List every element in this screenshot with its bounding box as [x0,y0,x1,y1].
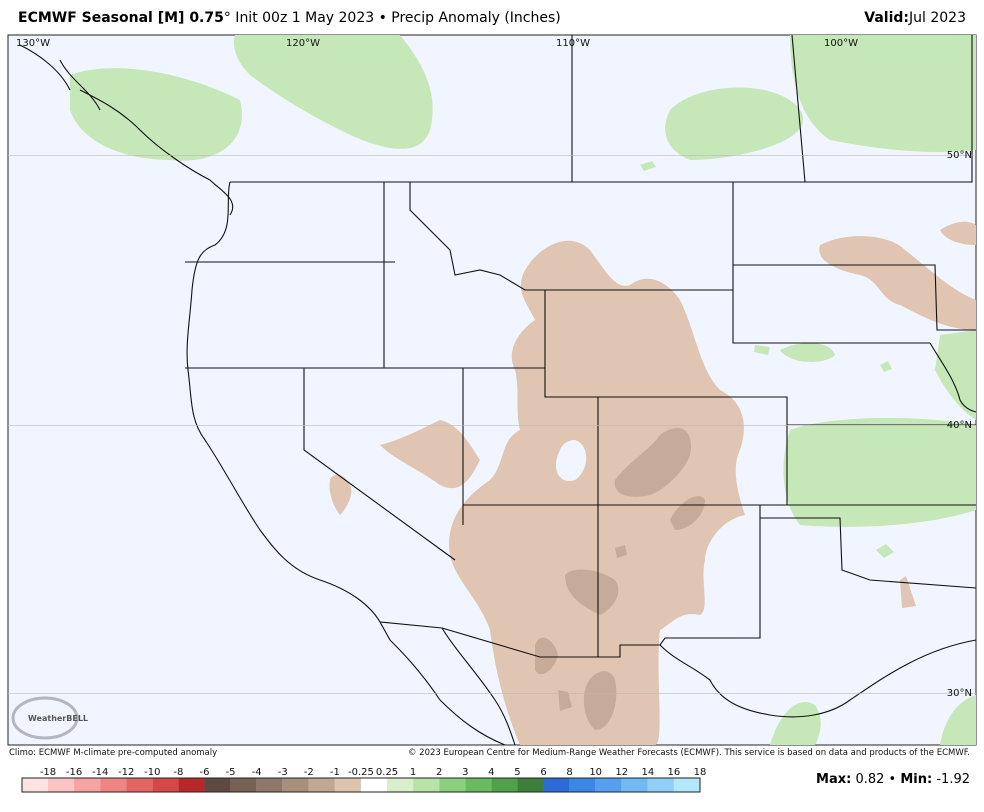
colorbar-label: -18 [40,767,56,778]
colorbar-swatch [100,778,127,792]
colorbar-swatch [517,778,544,792]
lat-label: 50°N [947,150,972,161]
axis-labels: 130°W 120°W 110°W 100°W 50°N 40°N 30°N [16,38,972,699]
colorbar-label: 8 [566,767,572,778]
colorbar-swatch [178,778,205,792]
lat-label: 40°N [947,420,972,431]
max-min: Max: 0.82 • Min: -1.92 [816,772,970,787]
colorbar-label: -5 [226,767,236,778]
lon-label: 130°W [16,38,50,49]
colorbar-label: 5 [514,767,520,778]
colorbar-swatch [308,778,335,792]
borders [19,34,977,746]
colorbar-label: -16 [66,767,82,778]
colorbar-swatch [595,778,622,792]
colorbar-swatch [465,778,492,792]
colorbar-label: -12 [118,767,134,778]
colorbar-label: 2 [436,767,442,778]
colorbar-label: 0.25 [376,767,398,778]
colorbar-label: -10 [144,767,160,778]
colorbar: -18 -16 -14 -12 -10 -8 -6 -5 -4 -3 -2 -1 -0.25 0.25 1 2… [21,767,707,793]
colorbar-swatch [621,778,648,792]
colorbar-swatch [230,778,257,792]
colorbar-swatch [413,778,440,792]
colorbar-swatch [22,778,48,792]
colorbar-swatch [387,778,414,792]
footer-right: © 2023 European Centre for Medium-Range … [408,748,970,758]
colorbar-label: 18 [694,767,707,778]
colorbar-swatch [491,778,518,792]
lon-label: 110°W [556,38,590,49]
colorbar-swatch [74,778,101,792]
colorbar-swatch [569,778,596,792]
colorbar-label: -6 [199,767,209,778]
colorbar-label: 4 [488,767,494,778]
logo-text: WeatherBELL [28,714,88,723]
colorbar-label: -1 [330,767,340,778]
colorbar-swatch [543,778,570,792]
colorbar-swatch [204,778,231,792]
colorbar-swatch [282,778,309,792]
wet-areas [70,35,976,745]
colorbar-swatch [360,778,388,792]
lon-label: 100°W [824,38,858,49]
colorbar-label: -14 [92,767,108,778]
colorbar-label: 14 [641,767,654,778]
colorbar-label: 3 [462,767,468,778]
colorbar-swatch [48,778,75,792]
footer-left: Climo: ECMWF M-climate pre-computed anom… [9,748,217,758]
title: ECMWF Seasonal [M] 0.75° Init 00z 1 May … [18,10,561,26]
colorbar-swatch [126,778,153,792]
colorbar-swatch [334,778,361,792]
colorbar-swatch [439,778,466,792]
graticule [8,155,976,694]
colorbar-label: 6 [540,767,546,778]
colorbar-swatch [647,778,674,792]
colorbar-label: 16 [668,767,681,778]
drier-areas [535,427,705,730]
lon-label: 120°W [286,38,320,49]
colorbar-label: 1 [410,767,416,778]
colorbar-label: -4 [252,767,262,778]
map: 130°W 120°W 110°W 100°W 50°N 40°N 30°N W… [7,34,977,746]
colorbar-label: -0.25 [348,767,374,778]
colorbar-swatch [152,778,179,792]
colorbar-label: -2 [304,767,314,778]
lat-label: 30°N [947,688,972,699]
colorbar-swatch [673,778,700,792]
colorbar-swatch [256,778,283,792]
colorbar-label: -8 [173,767,183,778]
colorbar-frame [21,777,701,793]
colorbar-label: -3 [278,767,288,778]
valid: Valid:Jul 2023 [864,10,966,26]
colorbar-label: 10 [589,767,602,778]
colorbar-label: 12 [615,767,628,778]
logo: WeatherBELL [11,696,88,740]
